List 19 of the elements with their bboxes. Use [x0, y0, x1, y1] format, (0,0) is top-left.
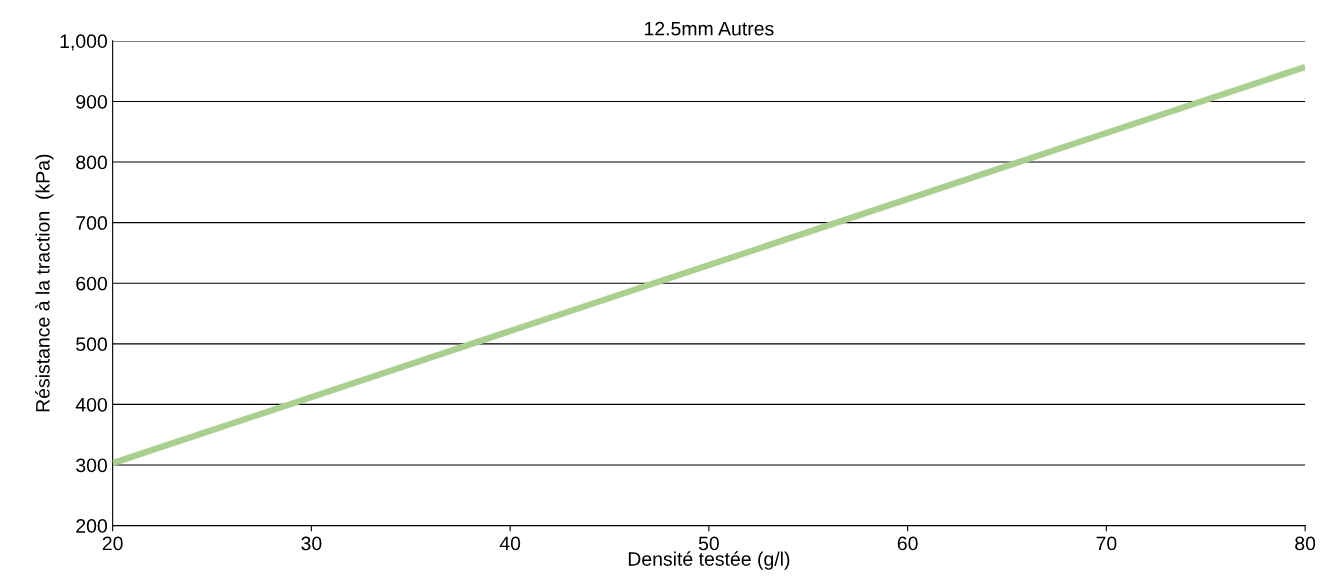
x-tick-label: 30 [301, 536, 322, 551]
x-tick-label: 60 [897, 536, 918, 551]
y-tick-label: 300 [76, 458, 108, 473]
x-tick-label: 80 [1295, 536, 1316, 551]
x-axis-title: Densité testée (g/l) [628, 551, 790, 570]
y-tick-label: 700 [76, 216, 108, 230]
chart-title: 12.5mm Autres [644, 21, 774, 36]
x-tick-label: 50 [698, 536, 719, 551]
x-tick-label: 40 [499, 536, 521, 551]
y-tick-label: 500 [76, 337, 108, 352]
y-axis-title: Résistance à la traction (kPa) [35, 154, 54, 412]
y-tick-label: 1,000 [60, 34, 108, 51]
x-tick-label: 70 [1096, 536, 1117, 551]
y-tick-label: 600 [76, 276, 108, 291]
y-tick-label: 400 [75, 397, 108, 412]
x-tick-label: 20 [102, 536, 123, 551]
y-tick-label: 200 [76, 519, 108, 533]
y-tick-label: 800 [76, 155, 108, 170]
y-tick-label: 900 [76, 94, 108, 109]
